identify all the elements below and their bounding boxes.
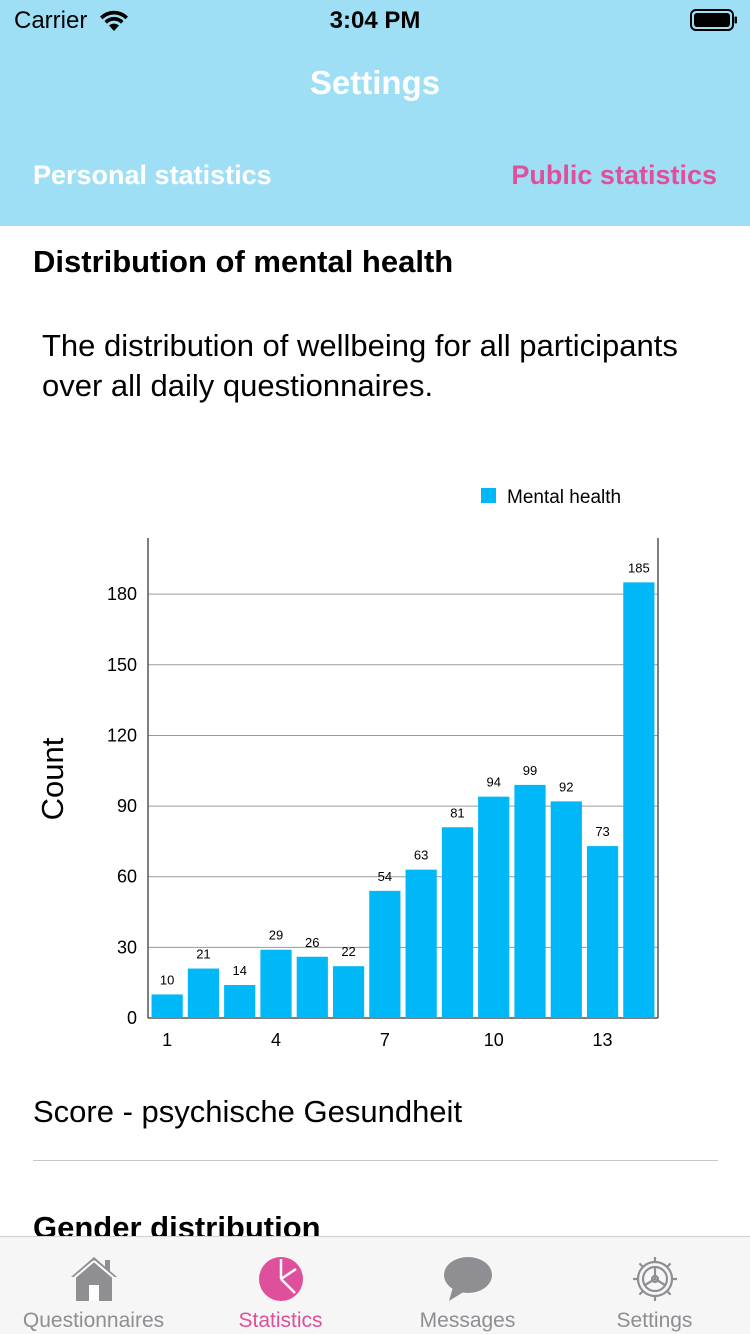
data-label: 29 — [269, 928, 283, 943]
data-label: 63 — [414, 848, 428, 863]
bar — [550, 801, 582, 1018]
bar — [369, 890, 401, 1018]
tab-label: Messages — [419, 1309, 516, 1332]
data-label: 99 — [523, 763, 537, 778]
x-tick-label: 1 — [162, 1030, 172, 1050]
x-tick-label: 4 — [271, 1030, 281, 1050]
bar — [187, 968, 220, 1018]
battery-icon — [690, 9, 737, 31]
bar — [260, 949, 292, 1018]
divider — [33, 1160, 718, 1161]
tab-public-statistics[interactable]: Public statistics — [511, 160, 717, 190]
tab-bar: Questionnaires Statistics Messages — [0, 1236, 750, 1334]
tab-label: Settings — [616, 1309, 693, 1332]
x-tick-label: 7 — [380, 1030, 390, 1050]
tab-questionnaires[interactable]: Questionnaires — [0, 1237, 187, 1334]
bar — [514, 784, 546, 1018]
data-label: 21 — [196, 947, 210, 962]
gear-icon — [632, 1257, 677, 1301]
bar — [405, 869, 437, 1018]
data-label: 185 — [628, 560, 650, 575]
data-label: 10 — [160, 972, 174, 987]
y-tick-label: 90 — [117, 796, 137, 816]
x-tick-label: 13 — [593, 1030, 613, 1050]
section-title: Distribution of mental health — [33, 244, 454, 279]
y-tick-label: 180 — [107, 584, 137, 604]
page-title: Settings — [309, 64, 441, 101]
data-label: 22 — [341, 944, 355, 959]
bar — [224, 985, 256, 1018]
y-tick-label: 120 — [107, 725, 137, 745]
legend-swatch — [481, 488, 496, 503]
score-label[interactable]: Score - psychische Gesundheit — [33, 1094, 463, 1129]
x-tick-label: 10 — [484, 1030, 504, 1050]
speech-bubble-icon — [443, 1257, 492, 1301]
pie-chart-icon — [258, 1257, 303, 1301]
wifi-icon — [100, 10, 128, 31]
bar — [296, 956, 328, 1018]
tab-label: Statistics — [238, 1309, 323, 1332]
bar — [441, 827, 474, 1018]
tab-statistics[interactable]: Statistics — [187, 1237, 374, 1334]
data-label: 81 — [450, 805, 464, 820]
data-label: 26 — [305, 935, 319, 950]
bar — [332, 966, 365, 1018]
data-label: 14 — [232, 963, 246, 978]
legend-label: Mental health — [507, 487, 621, 508]
tab-personal-statistics[interactable]: Personal statistics — [33, 160, 272, 190]
bar — [151, 994, 183, 1018]
y-tick-label: 60 — [117, 867, 137, 887]
status-bar: Carrier 3:04 PM — [0, 0, 750, 40]
bar — [623, 582, 655, 1018]
data-label: 73 — [595, 824, 609, 839]
header: Carrier 3:04 PM Settings Personal statis… — [0, 0, 750, 226]
chart-description: The distribution of wellbeing for all pa… — [42, 328, 678, 403]
tab-label: Questionnaires — [22, 1309, 165, 1332]
tab-messages[interactable]: Messages — [374, 1237, 561, 1334]
bar — [586, 846, 619, 1018]
house-icon — [70, 1257, 117, 1301]
clock: 3:04 PM — [329, 7, 421, 34]
carrier-label: Carrier — [14, 7, 88, 34]
bar — [478, 796, 510, 1018]
data-label: 92 — [559, 779, 573, 794]
y-tick-label: 150 — [107, 655, 137, 675]
y-axis-title: Count — [35, 737, 70, 820]
y-tick-label: 30 — [117, 937, 137, 957]
tab-settings[interactable]: Settings — [561, 1237, 748, 1334]
y-tick-label: 0 — [127, 1008, 137, 1028]
data-label: 54 — [378, 869, 392, 884]
data-label: 94 — [486, 775, 500, 790]
